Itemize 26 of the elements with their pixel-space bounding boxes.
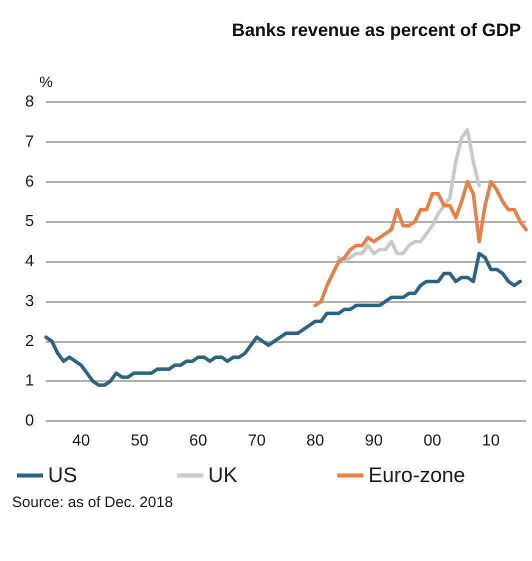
line-series — [44, 252, 522, 387]
source-note: Source: as of Dec. 2018 — [12, 494, 173, 511]
chart-title: Banks revenue as percent of GDP — [232, 20, 521, 40]
legend-label: UK — [208, 464, 238, 487]
y-tick-label: 8 — [25, 94, 34, 110]
y-tick-label: 6 — [25, 173, 34, 190]
x-tick-label: 70 — [248, 432, 266, 450]
x-tick-label: 00 — [423, 432, 442, 450]
x-tick-label: 90 — [364, 432, 383, 450]
legend-label: US — [48, 464, 78, 487]
x-tick-label: 60 — [189, 432, 208, 450]
x-tick-label: 80 — [306, 432, 324, 450]
y-tick-label: 4 — [25, 253, 34, 270]
x-tick-label: 50 — [130, 432, 149, 450]
x-tick-label: 40 — [72, 432, 90, 450]
y-tick-label: 0 — [25, 412, 34, 430]
y-tick-label: 7 — [25, 133, 34, 150]
legend-label: Euro-zone — [368, 464, 466, 487]
y-tick-label: 3 — [25, 292, 34, 310]
x-tick-label: 10 — [482, 432, 500, 450]
y-axis-title: % — [39, 74, 53, 91]
line-series — [336, 128, 481, 264]
y-tick-label: 1 — [25, 372, 34, 390]
line-series — [314, 180, 528, 308]
y-tick-label: 2 — [25, 332, 34, 350]
y-tick-label: 5 — [25, 213, 34, 230]
